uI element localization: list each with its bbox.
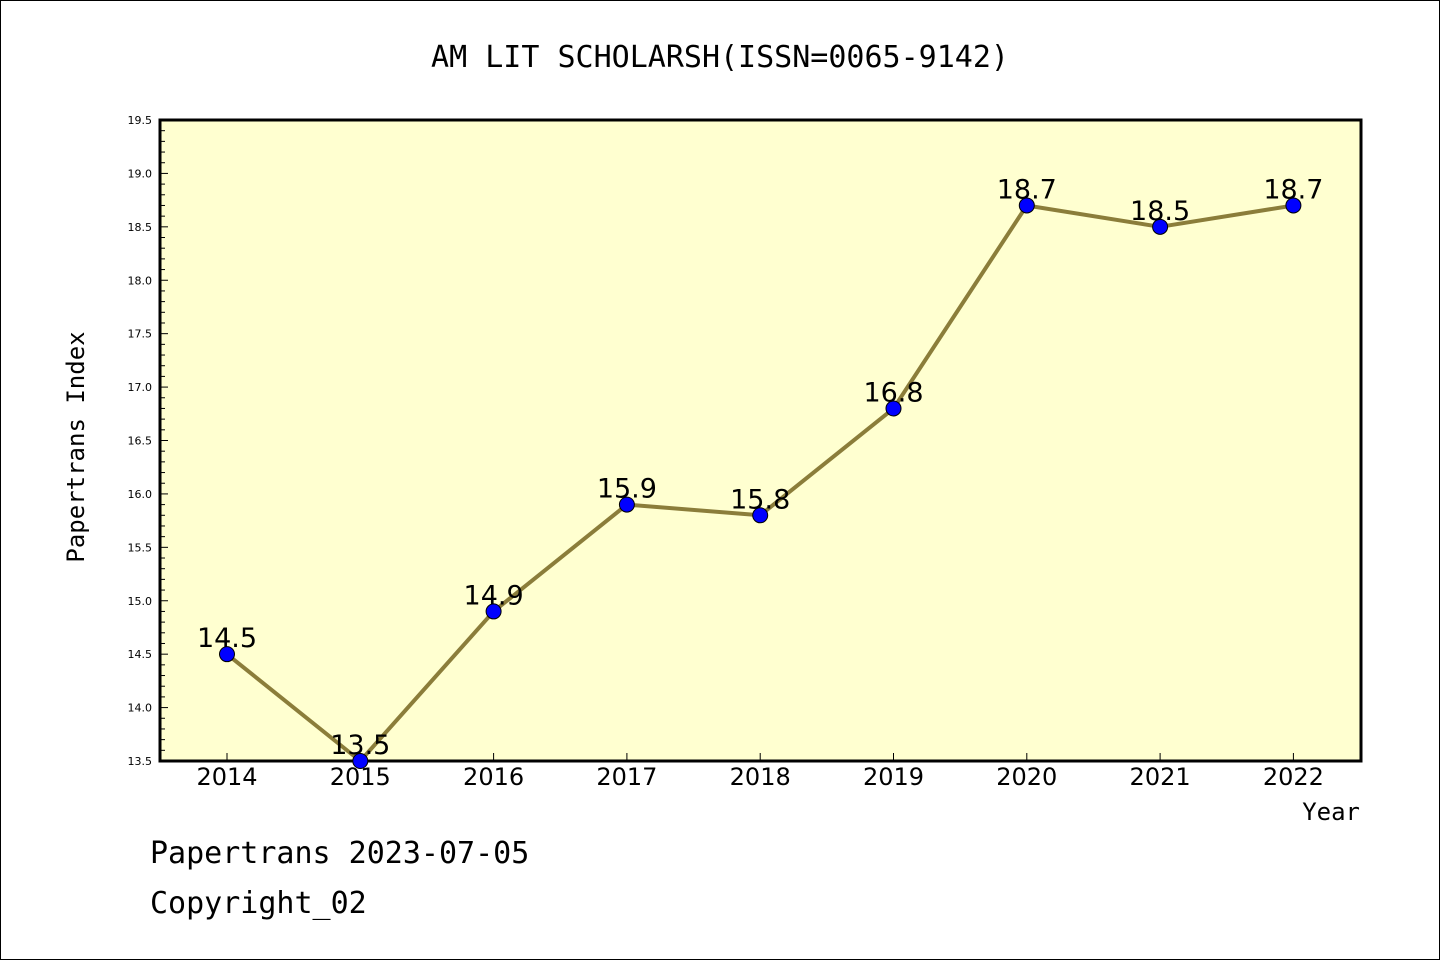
data-label: 14.9 — [464, 580, 524, 611]
data-point[interactable] — [752, 507, 769, 524]
y-tick-label: 15.0 — [128, 595, 153, 608]
footer-copyright: Copyright_02 — [150, 886, 367, 921]
data-label: 18.5 — [1130, 196, 1190, 227]
y-axis-title: Papertrans Index — [62, 331, 90, 562]
footer-date: Papertrans 2023-07-05 — [150, 836, 530, 871]
chart-title: AM LIT SCHOLARSH(ISSN=0065-9142) — [431, 40, 1009, 75]
y-tick-label: 16.0 — [128, 488, 153, 501]
data-point[interactable] — [885, 400, 902, 417]
x-axis: 2014 2015 2016 2017 2018 2019 2020 2021 2022 — [196, 753, 1324, 791]
data-label: 18.7 — [997, 174, 1057, 205]
y-tick-label: 19.0 — [128, 167, 153, 180]
x-tick-label: 2021 — [1130, 763, 1191, 791]
data-point[interactable] — [485, 603, 502, 620]
data-point[interactable] — [1152, 218, 1169, 235]
y-tick-label: 14.5 — [128, 648, 153, 661]
data-point[interactable] — [1018, 197, 1035, 214]
data-label: 14.5 — [197, 623, 257, 654]
data-point[interactable] — [219, 646, 235, 663]
y-axis: 13.5 14.0 14.5 15.0 15.5 16.0 16.5 17.0 17.5 18.0… — [128, 114, 168, 768]
y-tick-label: 13.5 — [128, 755, 153, 768]
y-tick-label: 17.5 — [128, 328, 153, 341]
series-line-group: 14.5 13.5 14.9 15.9 15.8 16.8 18.7 18.5 18.7 — [197, 174, 1323, 769]
x-tick-label: 2014 — [196, 763, 257, 791]
y-tick-label: 15.5 — [128, 541, 153, 554]
y-tick-label: 18.5 — [128, 221, 153, 234]
x-tick-label: 2016 — [463, 763, 524, 791]
data-point[interactable] — [352, 753, 369, 769]
x-axis-title: Year — [1302, 798, 1360, 826]
data-label: 15.9 — [597, 474, 657, 505]
data-label: 18.7 — [1263, 174, 1323, 205]
data-label: 16.8 — [863, 377, 923, 408]
x-tick-label: 2018 — [730, 763, 791, 791]
y-tick-label: 16.5 — [128, 435, 153, 448]
x-tick-label: 2017 — [596, 763, 657, 791]
x-tick-label: 2022 — [1263, 763, 1324, 791]
y-tick-label: 19.5 — [128, 114, 153, 127]
data-label: 15.8 — [730, 484, 790, 515]
x-tick-label: 2020 — [996, 763, 1057, 791]
y-tick-label: 14.0 — [128, 702, 153, 715]
data-point[interactable] — [618, 496, 635, 513]
y-tick-label: 17.0 — [128, 381, 153, 394]
data-point[interactable] — [1285, 197, 1302, 214]
data-label: 13.5 — [330, 730, 390, 761]
y-tick-label: 18.0 — [128, 274, 153, 287]
x-tick-label: 2019 — [863, 763, 924, 791]
